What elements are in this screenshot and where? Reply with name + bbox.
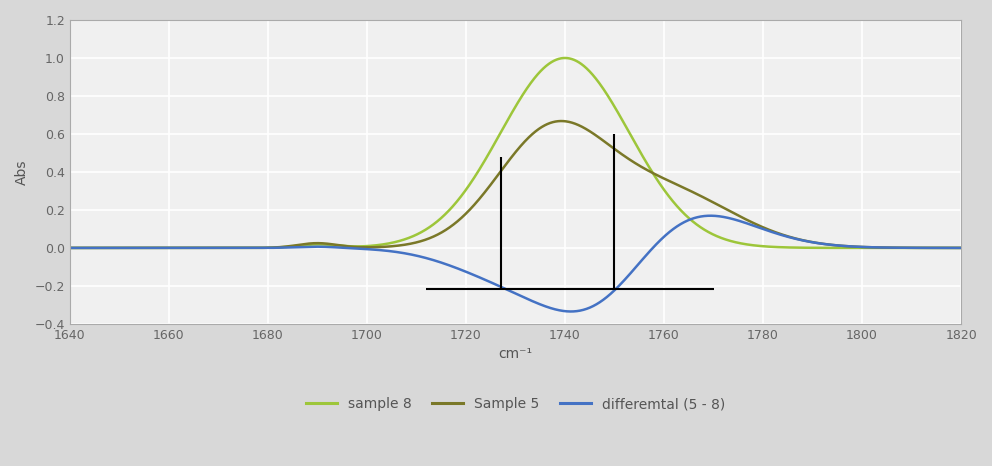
Line: sample 8: sample 8 — [69, 58, 961, 248]
Sample 5 — [218, 245, 230, 251]
differemtal (5 - 8) — [955, 245, 967, 251]
Y-axis label: Abs: Abs — [15, 159, 29, 185]
differemtal (5 - 8) — [218, 245, 230, 251]
sample 8 — [63, 245, 75, 251]
differemtal (5 - 8) — [938, 245, 950, 251]
Line: Sample 5: Sample 5 — [69, 121, 961, 248]
Sample 5 — [955, 245, 967, 251]
differemtal (5 - 8) — [444, 263, 456, 268]
differemtal (5 - 8) — [406, 252, 418, 257]
differemtal (5 - 8) — [166, 245, 178, 251]
Sample 5 — [444, 224, 456, 230]
Legend: sample 8, Sample 5, differemtal (5 - 8): sample 8, Sample 5, differemtal (5 - 8) — [301, 391, 730, 417]
sample 8 — [842, 245, 854, 251]
Sample 5 — [937, 245, 949, 251]
Sample 5 — [842, 243, 854, 249]
sample 8 — [406, 234, 418, 240]
differemtal (5 - 8) — [842, 243, 854, 249]
sample 8 — [166, 245, 178, 251]
sample 8 — [558, 55, 570, 61]
sample 8 — [444, 206, 456, 212]
differemtal (5 - 8) — [704, 213, 716, 219]
Sample 5 — [556, 118, 567, 124]
Sample 5 — [63, 245, 75, 251]
differemtal (5 - 8) — [63, 245, 75, 251]
sample 8 — [955, 245, 967, 251]
X-axis label: cm⁻¹: cm⁻¹ — [498, 347, 533, 361]
sample 8 — [218, 245, 230, 251]
Sample 5 — [406, 241, 418, 247]
Sample 5 — [166, 245, 178, 251]
Line: differemtal (5 - 8): differemtal (5 - 8) — [69, 216, 961, 311]
differemtal (5 - 8) — [564, 308, 576, 314]
sample 8 — [937, 245, 949, 251]
